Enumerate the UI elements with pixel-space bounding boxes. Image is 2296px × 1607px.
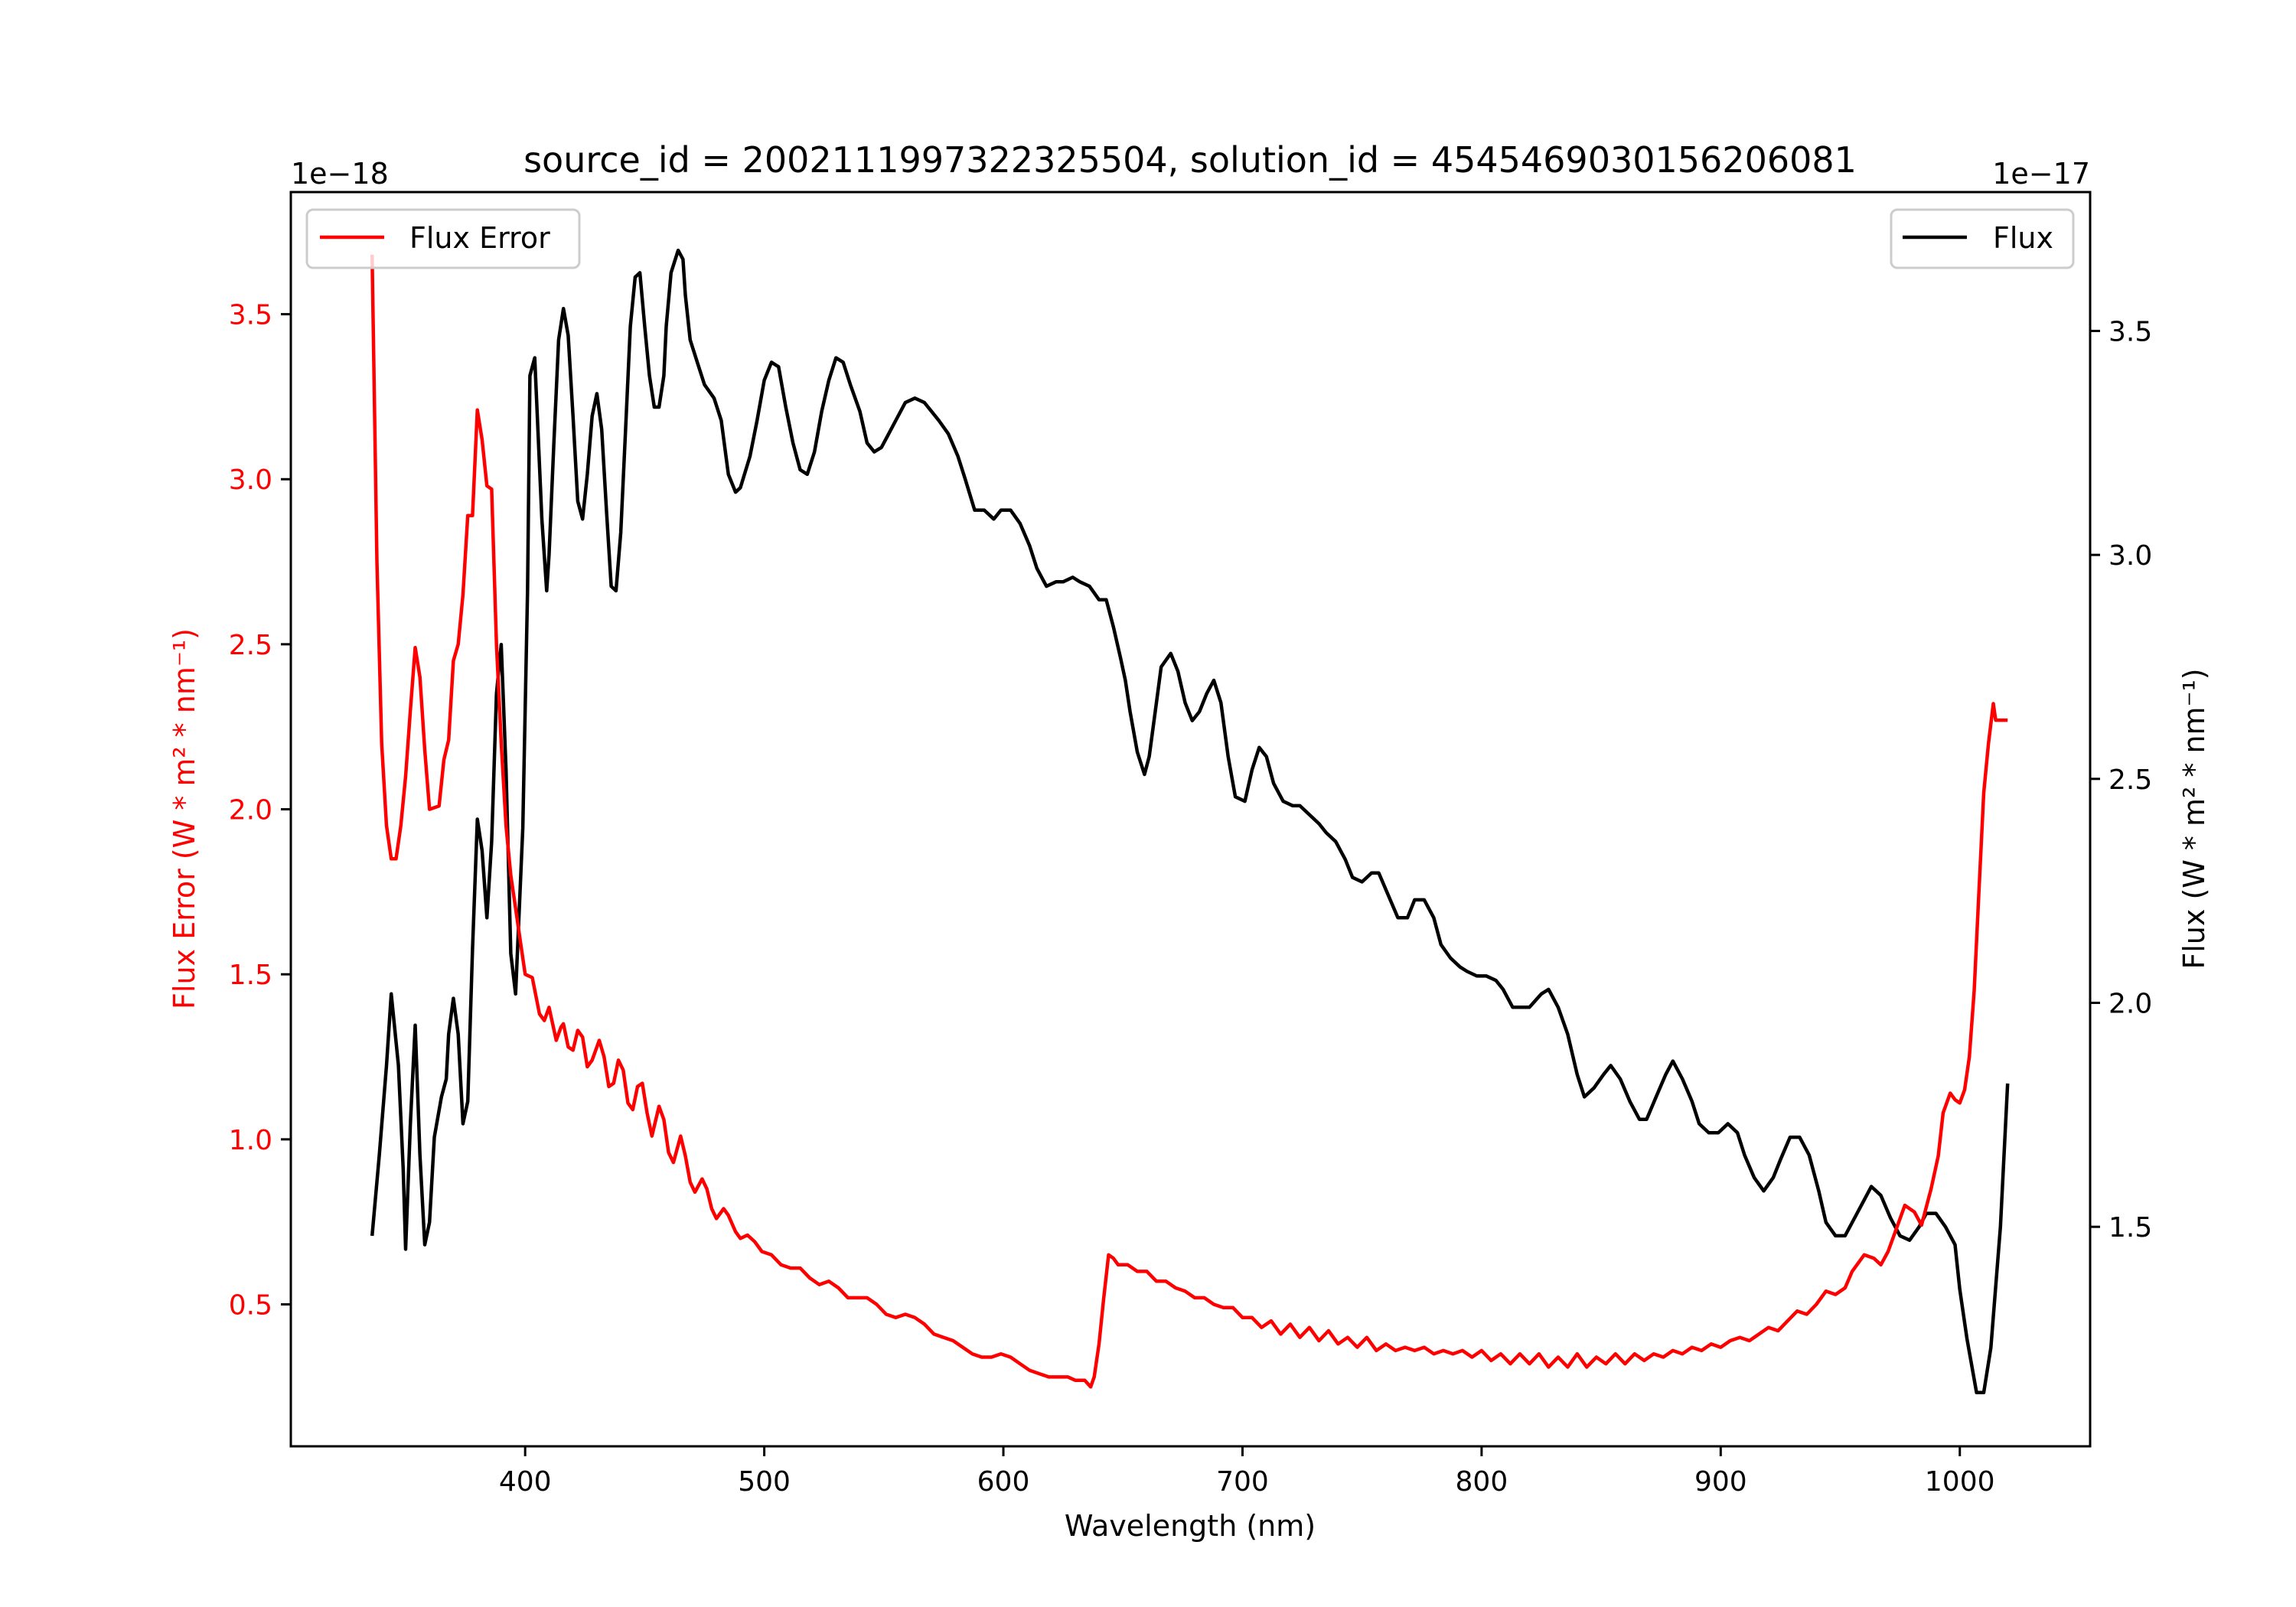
x-tick-label: 800 xyxy=(1456,1466,1508,1498)
legend-flux-error: Flux Error xyxy=(305,208,581,269)
left-y-tick-label: 3.5 xyxy=(229,300,272,331)
right-offset-text: 1e−17 xyxy=(1992,157,2090,191)
right-y-tick-label: 3.5 xyxy=(2108,316,2152,347)
right-y-axis: 1.5 2.0 2.5 3.0 3.5 xyxy=(2090,316,2152,1244)
left-y-axis: 0.5 1.0 1.5 2.0 2.5 3.0 3.5 xyxy=(229,300,291,1322)
legend-box xyxy=(305,208,581,269)
x-axis-label: Wavelength (nm) xyxy=(1065,1509,1316,1543)
left-offset-text: 1e−18 xyxy=(291,157,389,191)
x-tick-label: 1000 xyxy=(1925,1466,1995,1498)
right-y-tick-label: 2.0 xyxy=(2108,988,2152,1019)
axes-frame xyxy=(289,191,2092,1448)
left-y-axis-label: Flux Error (W * m² * nm⁻¹) xyxy=(168,628,201,1009)
left-y-tick-label: 0.5 xyxy=(229,1290,272,1322)
chart-title: source_id = 2002111997322325504, solutio… xyxy=(523,139,1857,181)
left-y-tick-label: 1.5 xyxy=(229,960,272,991)
plot-area xyxy=(370,248,2010,1395)
left-y-tick-label: 1.0 xyxy=(229,1125,272,1156)
right-y-tick-label: 2.5 xyxy=(2108,764,2152,796)
x-tick-label: 400 xyxy=(499,1466,552,1498)
left-y-tick-label: 3.0 xyxy=(229,464,272,496)
right-y-axis-label: Flux (W * m² * nm⁻¹) xyxy=(2177,668,2211,969)
x-tick-label: 700 xyxy=(1216,1466,1269,1498)
series-line-flux-error xyxy=(370,254,2008,1389)
x-tick-label: 500 xyxy=(738,1466,791,1498)
legend-label-flux-error: Flux Error xyxy=(409,221,550,255)
x-axis: 400 500 600 700 800 900 1000 xyxy=(499,1446,1995,1498)
series-line-flux xyxy=(370,248,2010,1395)
x-tick-label: 600 xyxy=(977,1466,1030,1498)
legend-box xyxy=(1890,208,2075,269)
legend-label-flux: Flux xyxy=(1993,221,2053,255)
left-y-tick-label: 2.0 xyxy=(229,795,272,826)
legend-flux: Flux xyxy=(1890,208,2075,269)
left-y-tick-label: 2.5 xyxy=(229,630,272,661)
right-y-tick-label: 3.0 xyxy=(2108,540,2152,572)
x-tick-label: 900 xyxy=(1694,1466,1747,1498)
right-y-tick-label: 1.5 xyxy=(2108,1212,2152,1244)
